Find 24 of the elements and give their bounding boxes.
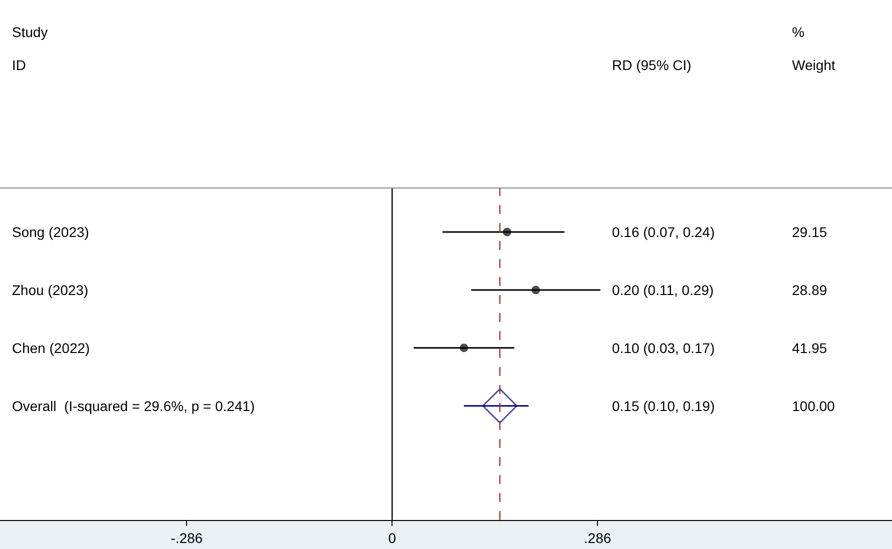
text: Study: [12, 24, 48, 40]
point: [502, 228, 512, 236]
point: [482, 388, 518, 424]
annotation: 0.10 (0.03, 0.17): [612, 340, 715, 356]
text: Weight: [792, 57, 836, 73]
y-tick-label: Chen (2022): [12, 340, 90, 356]
annotation: 0.16 (0.07, 0.24): [612, 224, 715, 240]
text: ID: [12, 57, 26, 73]
point: [532, 286, 540, 294]
annotation: 29.15: [792, 224, 828, 240]
x-tick-label: 0: [388, 530, 396, 546]
point: [460, 344, 468, 352]
annotation: 28.89: [792, 282, 828, 298]
text: %: [792, 24, 804, 40]
annotation: 100.00: [792, 398, 836, 414]
x-tick-label: .286: [584, 530, 612, 546]
y-tick-label: Zhou (2023): [12, 282, 88, 298]
annotation: 0.20 (0.11, 0.29): [612, 282, 714, 298]
annotation: 0.15 (0.10, 0.19): [612, 398, 715, 414]
y-tick-label: Overall (I-squared = 29.6%, p = 0.241): [12, 398, 255, 414]
x-tick-label: -.286: [170, 530, 203, 546]
annotation: 41.95: [792, 340, 828, 356]
text: RD (95% CI): [612, 57, 692, 73]
y-tick-label: Song (2023): [12, 224, 90, 240]
